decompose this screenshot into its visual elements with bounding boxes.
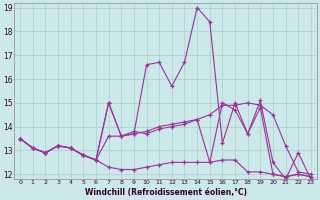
X-axis label: Windchill (Refroidissement éolien,°C): Windchill (Refroidissement éolien,°C)	[84, 188, 246, 197]
